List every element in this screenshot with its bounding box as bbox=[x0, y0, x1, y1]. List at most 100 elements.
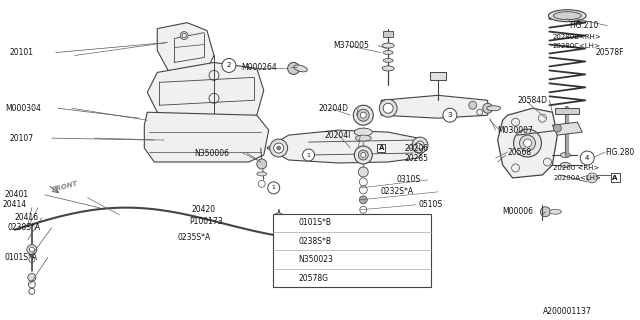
Text: 20578G: 20578G bbox=[298, 274, 328, 283]
Text: 20204D: 20204D bbox=[319, 104, 349, 113]
Text: M00006: M00006 bbox=[502, 207, 534, 216]
Circle shape bbox=[588, 173, 597, 183]
Text: 20416: 20416 bbox=[15, 213, 39, 222]
Circle shape bbox=[357, 109, 369, 121]
Circle shape bbox=[276, 146, 281, 150]
Circle shape bbox=[443, 108, 457, 122]
Text: 0232S*A: 0232S*A bbox=[380, 187, 413, 196]
Circle shape bbox=[358, 167, 368, 177]
Bar bbox=[377, 144, 385, 152]
Circle shape bbox=[360, 112, 366, 118]
Circle shape bbox=[380, 99, 397, 117]
Polygon shape bbox=[267, 130, 426, 163]
Polygon shape bbox=[157, 23, 214, 80]
Circle shape bbox=[27, 244, 37, 254]
Polygon shape bbox=[381, 95, 488, 118]
Text: A: A bbox=[378, 145, 384, 151]
Text: 0101S*B: 0101S*B bbox=[298, 218, 332, 227]
Text: 20200A<LH>: 20200A<LH> bbox=[554, 175, 601, 181]
Circle shape bbox=[554, 124, 561, 132]
Text: M000264: M000264 bbox=[241, 63, 276, 72]
Text: 20578F: 20578F bbox=[595, 48, 624, 57]
Text: 0238S*B: 0238S*B bbox=[298, 237, 332, 246]
Ellipse shape bbox=[257, 172, 267, 176]
Text: 20584D: 20584D bbox=[518, 96, 548, 105]
Bar bbox=[611, 173, 620, 182]
Circle shape bbox=[275, 224, 283, 232]
Text: 0238S*A: 0238S*A bbox=[8, 223, 41, 232]
Text: 0510S: 0510S bbox=[418, 200, 442, 209]
Circle shape bbox=[359, 196, 367, 204]
Circle shape bbox=[274, 143, 284, 153]
Circle shape bbox=[353, 105, 373, 125]
Circle shape bbox=[580, 151, 594, 165]
Polygon shape bbox=[498, 108, 557, 178]
Circle shape bbox=[468, 101, 477, 109]
Circle shape bbox=[520, 135, 536, 151]
Circle shape bbox=[257, 159, 267, 169]
Text: FIG.280: FIG.280 bbox=[605, 148, 634, 156]
Text: 20107: 20107 bbox=[10, 134, 34, 143]
Text: 20285: 20285 bbox=[404, 154, 428, 163]
Text: 0235S*A: 0235S*A bbox=[177, 233, 211, 242]
Bar bbox=[273, 213, 431, 287]
Text: 1: 1 bbox=[307, 153, 310, 157]
Text: N350023: N350023 bbox=[298, 255, 333, 264]
Text: P100173: P100173 bbox=[189, 217, 223, 226]
Circle shape bbox=[513, 129, 541, 157]
Bar bbox=[383, 31, 393, 36]
Circle shape bbox=[280, 272, 292, 284]
Text: 1: 1 bbox=[272, 185, 276, 190]
Text: 0101S*A: 0101S*A bbox=[5, 253, 38, 262]
Text: 2: 2 bbox=[227, 62, 231, 68]
Polygon shape bbox=[144, 112, 269, 162]
Ellipse shape bbox=[382, 43, 394, 48]
Circle shape bbox=[28, 274, 36, 281]
Text: 20204I: 20204I bbox=[324, 131, 351, 140]
Circle shape bbox=[303, 149, 314, 161]
Ellipse shape bbox=[554, 12, 581, 20]
Ellipse shape bbox=[355, 128, 372, 136]
Text: 20200 <RH>: 20200 <RH> bbox=[554, 165, 600, 171]
Polygon shape bbox=[552, 122, 582, 135]
Text: 4: 4 bbox=[284, 275, 289, 281]
Text: 3: 3 bbox=[447, 112, 452, 118]
Ellipse shape bbox=[561, 163, 570, 167]
Circle shape bbox=[280, 254, 292, 266]
Text: 3: 3 bbox=[285, 257, 289, 263]
Text: 20101: 20101 bbox=[10, 48, 34, 57]
Ellipse shape bbox=[486, 106, 500, 111]
Bar bbox=[556, 108, 579, 114]
Text: M370005: M370005 bbox=[333, 41, 369, 50]
Circle shape bbox=[361, 153, 366, 157]
Circle shape bbox=[280, 217, 292, 229]
Ellipse shape bbox=[383, 51, 393, 54]
Text: 1: 1 bbox=[285, 220, 289, 226]
Text: 20401: 20401 bbox=[5, 190, 29, 199]
Bar bbox=[285, 251, 292, 259]
Text: 20414: 20414 bbox=[3, 200, 27, 209]
Circle shape bbox=[483, 103, 493, 113]
Ellipse shape bbox=[294, 65, 307, 72]
Circle shape bbox=[269, 139, 287, 157]
Text: 20206: 20206 bbox=[404, 144, 428, 153]
Text: 0235S*A: 0235S*A bbox=[353, 217, 387, 226]
Text: B: B bbox=[286, 252, 291, 258]
Circle shape bbox=[524, 139, 531, 147]
Text: N350006: N350006 bbox=[194, 148, 229, 157]
Ellipse shape bbox=[561, 153, 570, 157]
Circle shape bbox=[222, 59, 236, 72]
Circle shape bbox=[412, 137, 428, 153]
Ellipse shape bbox=[355, 135, 371, 141]
Text: 0310S: 0310S bbox=[396, 175, 420, 184]
Ellipse shape bbox=[383, 59, 393, 62]
Circle shape bbox=[280, 235, 292, 247]
Circle shape bbox=[287, 62, 300, 75]
Text: FRONT: FRONT bbox=[52, 180, 79, 193]
Text: A: A bbox=[612, 175, 618, 181]
Text: 4: 4 bbox=[585, 155, 589, 161]
Circle shape bbox=[383, 103, 393, 113]
Circle shape bbox=[416, 141, 424, 149]
Text: 20280B<RH>: 20280B<RH> bbox=[552, 34, 601, 40]
Ellipse shape bbox=[382, 66, 394, 71]
